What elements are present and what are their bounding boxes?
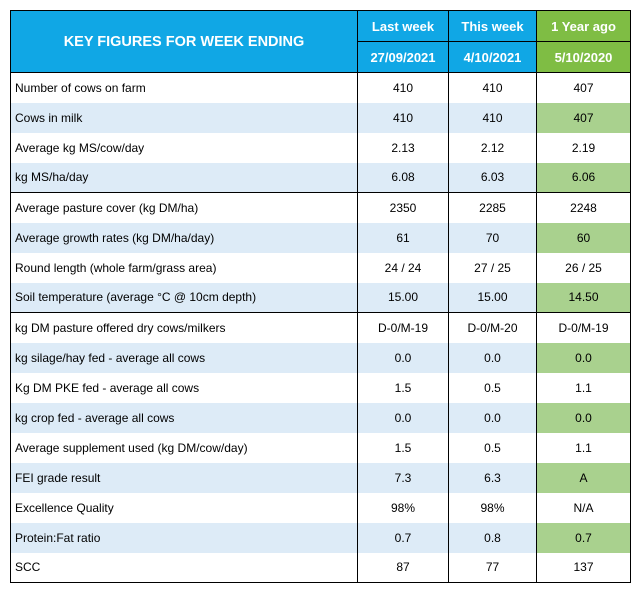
row-year-ago-value: 2248 — [536, 192, 631, 223]
row-last-week-value: 98% — [357, 492, 449, 523]
row-label: Average kg MS/cow/day — [10, 132, 358, 163]
header-row-top: KEY FIGURES FOR WEEK ENDING Last week Th… — [10, 10, 631, 73]
row-year-ago-value: N/A — [536, 492, 631, 523]
row-last-week-value: 24 / 24 — [357, 252, 449, 283]
row-year-ago-value: 6.06 — [536, 162, 631, 193]
table-row: kg crop fed - average all cows 0.0 0.0 0.0 — [10, 402, 631, 433]
row-label: SCC — [10, 552, 358, 583]
row-label: Cows in milk — [10, 102, 358, 133]
row-this-week-value: 0.0 — [448, 402, 537, 433]
row-last-week-value: 15.00 — [357, 282, 449, 313]
row-label: FEI grade result — [10, 462, 358, 493]
table-row: SCC 87 77 137 — [10, 552, 631, 583]
row-year-ago-value: 2.19 — [536, 132, 631, 163]
row-year-ago-value: 407 — [536, 102, 631, 133]
row-year-ago-value: 137 — [536, 552, 631, 583]
row-last-week-value: 61 — [357, 222, 449, 253]
table-title: KEY FIGURES FOR WEEK ENDING — [10, 10, 358, 73]
table-row: Number of cows on farm 410 410 407 — [10, 72, 631, 103]
table-row: Kg DM PKE fed - average all cows 1.5 0.5 1.… — [10, 372, 631, 403]
row-last-week-value: 6.08 — [357, 162, 449, 193]
row-label: kg crop fed - average all cows — [10, 402, 358, 433]
row-last-week-value: 0.0 — [357, 342, 449, 373]
row-label: kg DM pasture offered dry cows/milkers — [10, 312, 358, 343]
date-this-week: 4/10/2021 — [448, 41, 537, 73]
row-year-ago-value: 14.50 — [536, 282, 631, 313]
header-row-dates: 27/09/2021 4/10/2021 5/10/2020 — [11, 41, 631, 73]
row-last-week-value: 410 — [357, 72, 449, 103]
row-label: Average growth rates (kg DM/ha/day) — [10, 222, 358, 253]
date-year-ago: 5/10/2020 — [536, 41, 631, 73]
row-last-week-value: 2350 — [357, 192, 449, 223]
row-this-week-value: 2285 — [448, 192, 537, 223]
row-this-week-value: 98% — [448, 492, 537, 523]
row-this-week-value: 410 — [448, 102, 537, 133]
row-label: Kg DM PKE fed - average all cows — [10, 372, 358, 403]
row-year-ago-value: 1.1 — [536, 372, 631, 403]
table-row: Average pasture cover (kg DM/ha) 2350 2285… — [10, 192, 631, 223]
row-last-week-value: 7.3 — [357, 462, 449, 493]
table-row: kg MS/ha/day 6.08 6.03 6.06 — [10, 162, 631, 193]
key-figures-table: KEY FIGURES FOR WEEK ENDING Last week Th… — [10, 10, 631, 583]
row-year-ago-value: 60 — [536, 222, 631, 253]
row-this-week-value: 0.0 — [448, 342, 537, 373]
table-row: Excellence Quality 98% 98% N/A — [10, 492, 631, 523]
row-this-week-value: 2.12 — [448, 132, 537, 163]
row-label: Protein:Fat ratio — [10, 522, 358, 553]
row-label: kg MS/ha/day — [10, 162, 358, 193]
row-year-ago-value: A — [536, 462, 631, 493]
row-this-week-value: 6.3 — [448, 462, 537, 493]
row-last-week-value: 0.0 — [357, 402, 449, 433]
row-label: Average pasture cover (kg DM/ha) — [10, 192, 358, 223]
table-row: Soil temperature (average °C @ 10cm dept… — [10, 282, 631, 313]
table-row: Protein:Fat ratio 0.7 0.8 0.7 — [10, 522, 631, 553]
table-row: Average kg MS/cow/day 2.13 2.12 2.19 — [10, 132, 631, 163]
row-label: Excellence Quality — [10, 492, 358, 523]
col-header-this-week: This week — [448, 10, 537, 42]
row-last-week-value: 87 — [357, 552, 449, 583]
row-label: Average supplement used (kg DM/cow/day) — [10, 432, 358, 463]
row-this-week-value: D-0/M-20 — [448, 312, 537, 343]
row-this-week-value: 0.8 — [448, 522, 537, 553]
row-label: kg silage/hay fed - average all cows — [10, 342, 358, 373]
row-this-week-value: 410 — [448, 72, 537, 103]
row-last-week-value: 410 — [357, 102, 449, 133]
col-header-last-week: Last week — [357, 10, 449, 42]
row-this-week-value: 6.03 — [448, 162, 537, 193]
row-label: Soil temperature (average °C @ 10cm dept… — [10, 282, 358, 313]
row-label: Round length (whole farm/grass area) — [10, 252, 358, 283]
row-year-ago-value: 0.7 — [536, 522, 631, 553]
row-year-ago-value: 26 / 25 — [536, 252, 631, 283]
row-this-week-value: 0.5 — [448, 432, 537, 463]
table-row: Round length (whole farm/grass area) 24 /… — [10, 252, 631, 283]
row-year-ago-value: 0.0 — [536, 342, 631, 373]
row-this-week-value: 0.5 — [448, 372, 537, 403]
col-header-year-ago: 1 Year ago — [536, 10, 631, 42]
table-row: kg DM pasture offered dry cows/milkers D-… — [10, 312, 631, 343]
row-year-ago-value: D-0/M-19 — [536, 312, 631, 343]
row-this-week-value: 77 — [448, 552, 537, 583]
row-last-week-value: 0.7 — [357, 522, 449, 553]
row-this-week-value: 27 / 25 — [448, 252, 537, 283]
table-row: Average growth rates (kg DM/ha/day) 61 70 6… — [10, 222, 631, 253]
table-row: FEI grade result 7.3 6.3 A — [10, 462, 631, 493]
row-last-week-value: 1.5 — [357, 432, 449, 463]
row-year-ago-value: 0.0 — [536, 402, 631, 433]
table-row: Cows in milk 410 410 407 — [10, 102, 631, 133]
date-last-week: 27/09/2021 — [357, 41, 449, 73]
row-last-week-value: 2.13 — [357, 132, 449, 163]
table-row: kg silage/hay fed - average all cows 0.0 0… — [10, 342, 631, 373]
key-figures-table-container: KEY FIGURES FOR WEEK ENDING Last week Th… — [10, 10, 631, 583]
row-this-week-value: 70 — [448, 222, 537, 253]
row-last-week-value: 1.5 — [357, 372, 449, 403]
row-year-ago-value: 1.1 — [536, 432, 631, 463]
row-last-week-value: D-0/M-19 — [357, 312, 449, 343]
row-this-week-value: 15.00 — [448, 282, 537, 313]
row-year-ago-value: 407 — [536, 72, 631, 103]
table-row: Average supplement used (kg DM/cow/day) 1… — [10, 432, 631, 463]
row-label: Number of cows on farm — [10, 72, 358, 103]
